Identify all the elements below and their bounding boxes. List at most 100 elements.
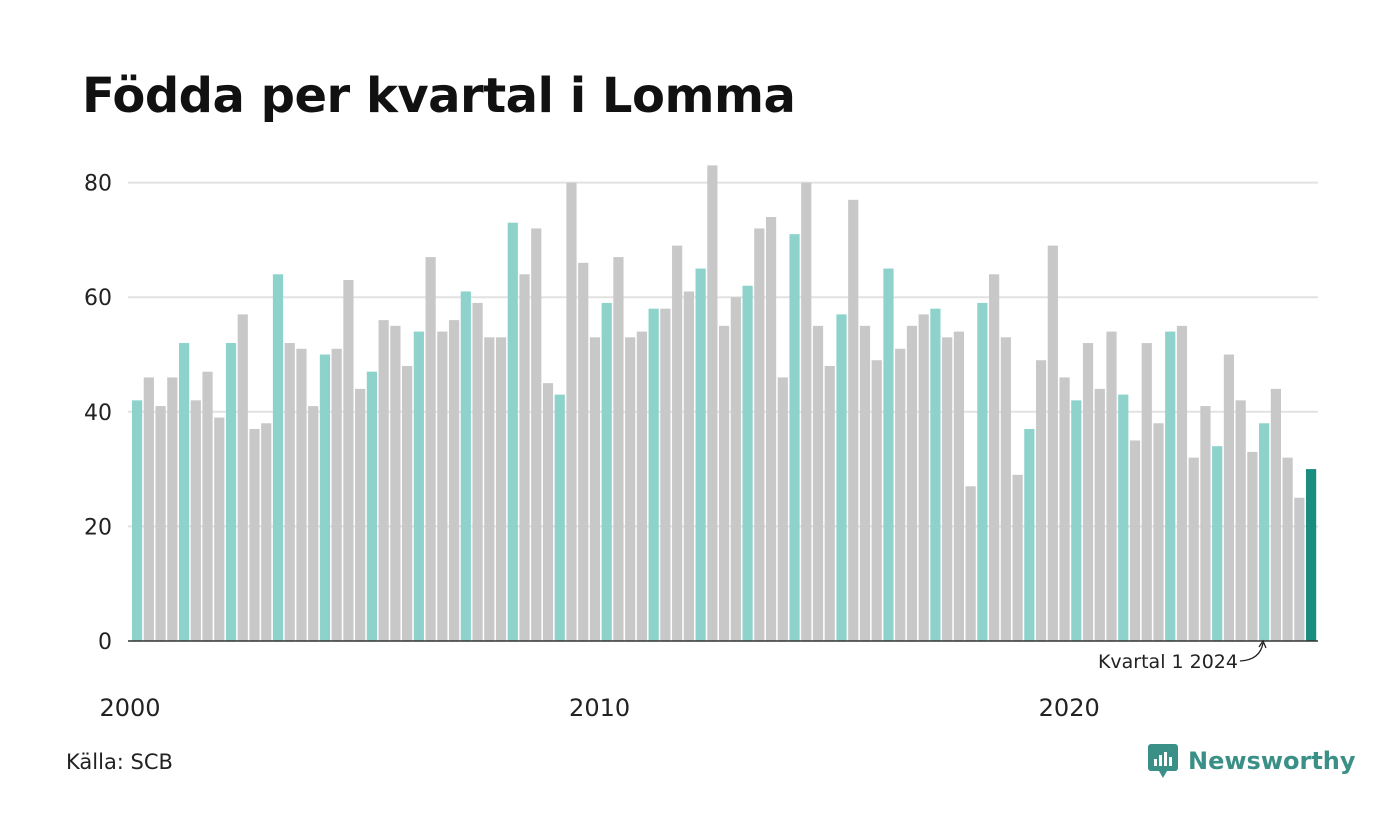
bar: [707, 165, 718, 641]
source-note: Källa: SCB: [66, 750, 173, 774]
bar: [777, 377, 788, 641]
bar: [237, 314, 248, 641]
bar: [953, 331, 964, 641]
x-tick-label: 2020: [1039, 694, 1100, 722]
bar: [448, 320, 460, 641]
bar: [437, 331, 448, 641]
bar: [143, 377, 154, 641]
x-tick-label: 2000: [99, 694, 160, 722]
bar: [918, 314, 929, 641]
bar: [390, 325, 401, 641]
bar: [801, 182, 812, 641]
bar: [542, 383, 554, 641]
bar: [249, 428, 260, 641]
bar: [672, 245, 683, 641]
annotation-arrowhead: [1258, 639, 1267, 649]
bar: [1200, 406, 1211, 641]
bar: [636, 331, 648, 641]
bar: [366, 371, 377, 641]
bar: [989, 274, 1000, 641]
bar: [765, 216, 777, 642]
bar: [859, 325, 871, 641]
bar: [261, 423, 272, 641]
bar: [155, 406, 166, 641]
bar: [719, 325, 730, 641]
bar: [1035, 360, 1047, 641]
bar: [1118, 394, 1129, 641]
annotation-arrow: [1239, 642, 1264, 662]
bar-chart: 0 20 40 60 80 2000 2010 2020 Kvartal 1 2024: [84, 165, 1318, 722]
bar: [695, 268, 706, 641]
bar: [648, 308, 659, 641]
bar: [601, 302, 612, 641]
bar: [202, 371, 213, 641]
bar-latest: [1306, 469, 1317, 641]
bar: [578, 262, 589, 641]
annotation-label: Kvartal 1 2024: [1098, 651, 1238, 673]
bar: [343, 280, 354, 641]
bar: [425, 257, 436, 641]
bar: [625, 337, 636, 641]
bar: [1165, 331, 1176, 641]
bar: [977, 302, 988, 641]
chart-title: Födda per kvartal i Lomma: [82, 68, 796, 124]
bar: [965, 486, 976, 641]
bar: [1012, 474, 1023, 641]
bar: [190, 400, 201, 641]
bar: [566, 182, 577, 641]
bar: [554, 394, 565, 641]
bar: [1282, 457, 1293, 641]
bar: [1212, 446, 1223, 641]
y-tick-label: 40: [84, 401, 112, 426]
bar: [1247, 451, 1258, 641]
bar: [1106, 331, 1117, 641]
bar: [1259, 423, 1270, 641]
bar: [1059, 377, 1070, 641]
bar: [1071, 400, 1082, 641]
y-tick-label: 80: [84, 172, 112, 197]
bar: [1153, 423, 1164, 641]
bar: [531, 228, 542, 641]
bar: [378, 320, 389, 641]
bar: [284, 343, 295, 641]
bar: [1094, 388, 1105, 641]
bar: [472, 302, 483, 641]
y-tick-label: 0: [98, 630, 112, 655]
x-tick-label: 2010: [569, 694, 630, 722]
bar: [355, 388, 366, 641]
bar: [225, 343, 237, 641]
bar: [824, 365, 835, 641]
bar: [1294, 497, 1305, 641]
bar: [836, 314, 847, 641]
bar: [1082, 343, 1094, 641]
bar: [460, 291, 471, 641]
bar: [848, 199, 859, 642]
x-axis-labels: 2000 2010 2020: [99, 694, 1099, 722]
bar: [1000, 337, 1011, 641]
bar: [413, 331, 424, 641]
bars: [132, 165, 1317, 642]
bar: [331, 348, 342, 641]
bar: [402, 365, 413, 641]
bar: [589, 337, 601, 641]
bar: [1223, 354, 1235, 641]
bar: [930, 308, 941, 641]
annotation: Kvartal 1 2024: [1098, 639, 1267, 673]
bar: [1235, 400, 1246, 641]
y-tick-label: 60: [84, 286, 112, 311]
bar: [296, 348, 307, 641]
bar: [1141, 343, 1152, 641]
bar: [730, 297, 741, 641]
bar: [1188, 457, 1199, 641]
bar: [132, 400, 143, 641]
bar: [319, 354, 331, 641]
bar: [214, 417, 225, 641]
bar: [1047, 245, 1058, 641]
bar: [507, 222, 518, 641]
bar: [906, 325, 918, 641]
bar: [519, 274, 530, 641]
bar: [883, 268, 894, 641]
bar: [1176, 325, 1188, 641]
bar: [1270, 388, 1281, 641]
bar: [178, 343, 190, 641]
